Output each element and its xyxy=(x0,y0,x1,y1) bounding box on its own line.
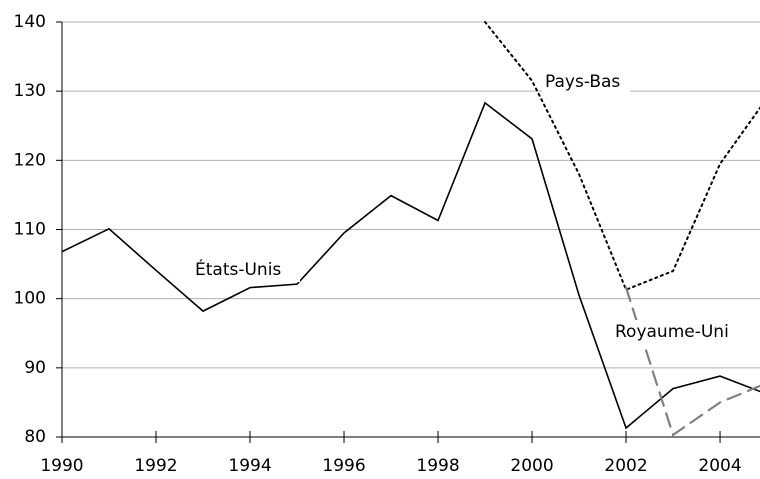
y-tick-label: 100 xyxy=(14,289,46,309)
series-label: États-Unis xyxy=(195,258,281,280)
x-tick-label: 1994 xyxy=(228,456,271,476)
x-tick-label: 1990 xyxy=(40,456,83,476)
y-tick-label: 110 xyxy=(14,220,46,240)
x-tick-label: 1998 xyxy=(416,456,459,476)
series-line xyxy=(62,101,760,430)
x-tick-label: 2004 xyxy=(698,456,741,476)
y-tick-label: 80 xyxy=(24,427,46,447)
label-bg xyxy=(542,70,630,94)
series-line xyxy=(624,286,760,437)
label-bg xyxy=(612,320,730,344)
x-tick-label: 1992 xyxy=(134,456,177,476)
label-bg xyxy=(192,258,300,282)
series-label: Pays-Bas xyxy=(545,72,620,92)
x-tick-label: 2000 xyxy=(510,456,553,476)
y-tick-label: 130 xyxy=(14,81,46,101)
series-line xyxy=(484,21,760,291)
x-tick-label: 2002 xyxy=(604,456,647,476)
x-tick-label: 1996 xyxy=(322,456,365,476)
y-tick-label: 90 xyxy=(24,358,46,378)
y-tick-label: 140 xyxy=(14,12,46,32)
plot xyxy=(62,21,760,437)
series-label: Royaume-Uni xyxy=(615,322,729,342)
y-tick-label: 120 xyxy=(14,150,46,170)
